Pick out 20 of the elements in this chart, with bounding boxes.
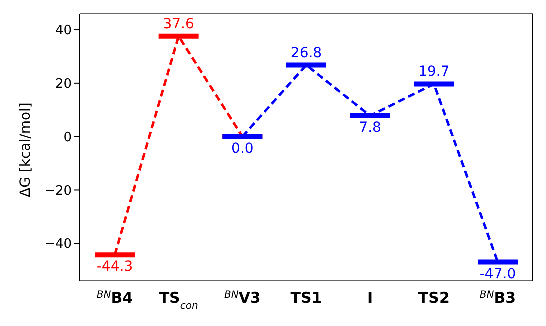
data-label: 0.0 [232, 140, 254, 157]
x-tick-label: $^{BN}$V3 [224, 289, 261, 307]
y-axis-title: ΔG [kcal/mol] [18, 102, 34, 198]
y-tick-label: 40 [55, 24, 72, 39]
x-tick-label: I [368, 289, 374, 307]
x-tick-label: TS$_{con}$ [159, 289, 198, 312]
y-tick-label: −20 [44, 184, 72, 199]
data-label: -47.0 [480, 266, 516, 282]
x-tick-label: $^{BN}$B3 [480, 289, 516, 307]
data-label: 26.8 [290, 45, 322, 62]
data-label: -44.3 [96, 259, 134, 276]
x-tick-label: $^{BN}$B4 [96, 289, 134, 307]
data-label: 19.7 [418, 64, 450, 80]
x-tick-label: TS2 [418, 289, 450, 307]
y-tick-label: −40 [44, 237, 72, 252]
data-label: 37.6 [163, 16, 195, 32]
data-label: 7.8 [359, 120, 382, 136]
y-tick-label: 0 [64, 130, 72, 146]
x-tick-label: TS1 [290, 289, 322, 307]
y-tick-label: 20 [55, 77, 72, 92]
